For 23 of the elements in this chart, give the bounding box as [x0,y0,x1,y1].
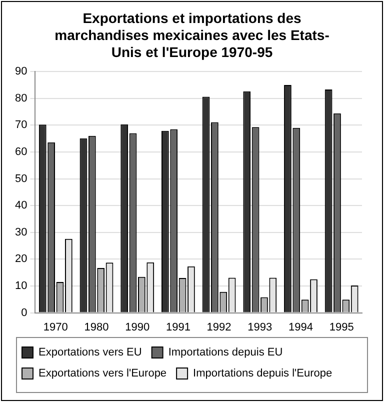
y-tick-label: 30 [14,226,28,238]
y-tick-label: 20 [14,253,28,266]
x-tick-label: 1980 [84,321,109,334]
x-tick-label: 1994 [288,321,313,334]
legend-label: Exportations vers l'Europe [38,368,167,380]
legend-label: Exportations vers EU [38,346,142,359]
y-tick-label: 90 [14,66,28,78]
legend-label: Importations depuis EU [168,346,283,359]
y-tick-label: 0 [21,306,28,319]
x-tick-label: 1990 [125,321,150,334]
chart-title: Exportations et importations des marchandises mexicaines avec les Etats-Unis et l'Europe 1970-95 [54,10,330,61]
x-tick-label: 1995 [329,321,354,334]
y-tick-label: 10 [14,280,28,292]
x-tick-label: 1992 [206,321,232,334]
x-tick-label: 1993 [248,321,272,334]
y-tick-label: 40 [14,200,28,212]
x-tick-label: 1970 [43,321,68,334]
y-tick-label: 60 [14,146,28,158]
y-tick-label: 80 [14,92,28,104]
y-tick-label: 70 [14,119,28,132]
x-tick-label: 1991 [166,321,190,334]
legend-label: Importations depuis l'Europe [193,368,332,380]
y-tick-label: 50 [14,172,28,185]
